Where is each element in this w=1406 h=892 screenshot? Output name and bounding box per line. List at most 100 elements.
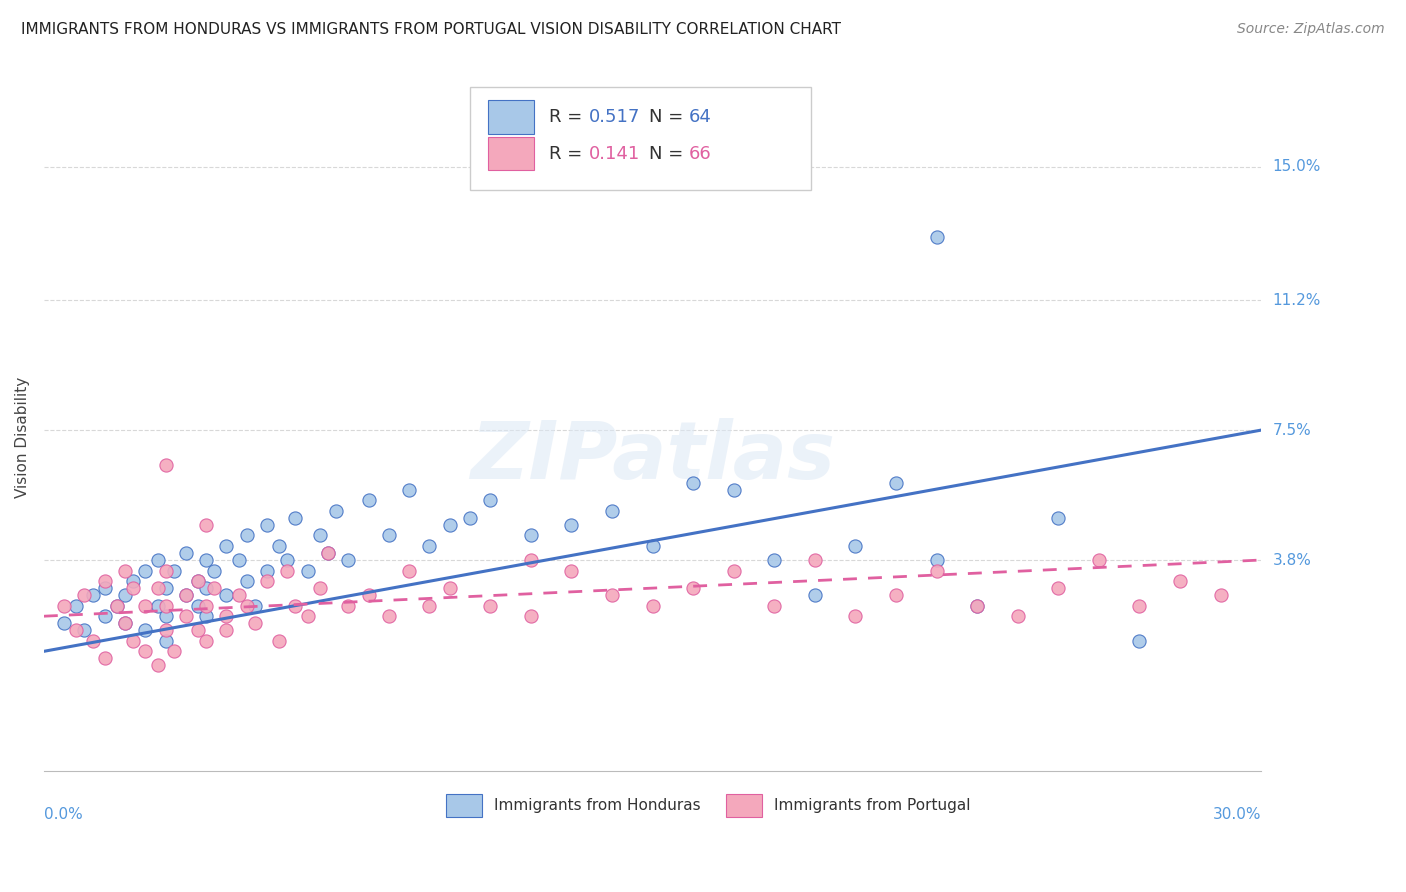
Point	[256, 564, 278, 578]
Point	[94, 609, 117, 624]
Point	[122, 633, 145, 648]
Point	[357, 588, 380, 602]
Point	[269, 633, 291, 648]
Text: 11.2%: 11.2%	[1272, 293, 1320, 308]
Point	[146, 599, 169, 613]
Point	[308, 528, 330, 542]
Point	[1128, 599, 1150, 613]
Text: 0.0%: 0.0%	[44, 807, 83, 822]
Point	[378, 609, 401, 624]
Point	[276, 553, 298, 567]
FancyBboxPatch shape	[488, 100, 534, 134]
Point	[520, 528, 543, 542]
Point	[243, 599, 266, 613]
Point	[114, 588, 136, 602]
Point	[134, 564, 156, 578]
Point	[134, 624, 156, 638]
Point	[398, 564, 420, 578]
Point	[844, 609, 866, 624]
Point	[195, 609, 218, 624]
Point	[215, 588, 238, 602]
Point	[269, 539, 291, 553]
Point	[155, 564, 177, 578]
Point	[925, 553, 948, 567]
Point	[236, 528, 259, 542]
Point	[844, 539, 866, 553]
Point	[187, 599, 209, 613]
Text: R =: R =	[550, 108, 588, 126]
Point	[418, 599, 440, 613]
Text: 64: 64	[689, 108, 711, 126]
Point	[122, 581, 145, 595]
Text: 66: 66	[689, 145, 711, 162]
Point	[560, 564, 582, 578]
Point	[215, 609, 238, 624]
Text: 30.0%: 30.0%	[1213, 807, 1261, 822]
Point	[337, 599, 360, 613]
Point	[284, 511, 307, 525]
Point	[308, 581, 330, 595]
Point	[763, 553, 786, 567]
Point	[195, 553, 218, 567]
Point	[195, 581, 218, 595]
Point	[195, 517, 218, 532]
Point	[520, 553, 543, 567]
Point	[94, 651, 117, 665]
Text: 0.517: 0.517	[589, 108, 641, 126]
Point	[228, 588, 250, 602]
Point	[105, 599, 128, 613]
Point	[53, 616, 76, 631]
Point	[560, 517, 582, 532]
Point	[202, 564, 225, 578]
Point	[925, 230, 948, 244]
Point	[174, 546, 197, 560]
Point	[155, 633, 177, 648]
Point	[1209, 588, 1232, 602]
Point	[256, 574, 278, 588]
Point	[337, 553, 360, 567]
Point	[174, 588, 197, 602]
Point	[1007, 609, 1029, 624]
Point	[966, 599, 988, 613]
Point	[155, 581, 177, 595]
Point	[174, 609, 197, 624]
Point	[398, 483, 420, 497]
Text: 15.0%: 15.0%	[1272, 160, 1320, 174]
Point	[114, 564, 136, 578]
Point	[155, 609, 177, 624]
Point	[155, 624, 177, 638]
Point	[316, 546, 339, 560]
Point	[155, 458, 177, 473]
Point	[94, 574, 117, 588]
Point	[884, 588, 907, 602]
Point	[236, 574, 259, 588]
Text: IMMIGRANTS FROM HONDURAS VS IMMIGRANTS FROM PORTUGAL VISION DISABILITY CORRELATI: IMMIGRANTS FROM HONDURAS VS IMMIGRANTS F…	[21, 22, 841, 37]
Point	[418, 539, 440, 553]
Point	[804, 588, 827, 602]
Text: 3.8%: 3.8%	[1272, 552, 1312, 567]
Point	[284, 599, 307, 613]
Point	[94, 581, 117, 595]
Point	[723, 564, 745, 578]
Point	[378, 528, 401, 542]
Point	[215, 539, 238, 553]
Point	[105, 599, 128, 613]
Point	[187, 574, 209, 588]
Point	[134, 599, 156, 613]
Point	[682, 581, 704, 595]
Point	[1047, 581, 1070, 595]
Point	[641, 599, 664, 613]
Point	[1088, 553, 1111, 567]
Point	[53, 599, 76, 613]
Point	[146, 553, 169, 567]
Point	[297, 609, 319, 624]
Point	[82, 588, 104, 602]
Point	[146, 581, 169, 595]
Point	[155, 599, 177, 613]
Text: N =: N =	[650, 145, 689, 162]
Point	[65, 599, 87, 613]
Point	[763, 599, 786, 613]
Point	[520, 609, 543, 624]
Point	[723, 483, 745, 497]
Point	[316, 546, 339, 560]
